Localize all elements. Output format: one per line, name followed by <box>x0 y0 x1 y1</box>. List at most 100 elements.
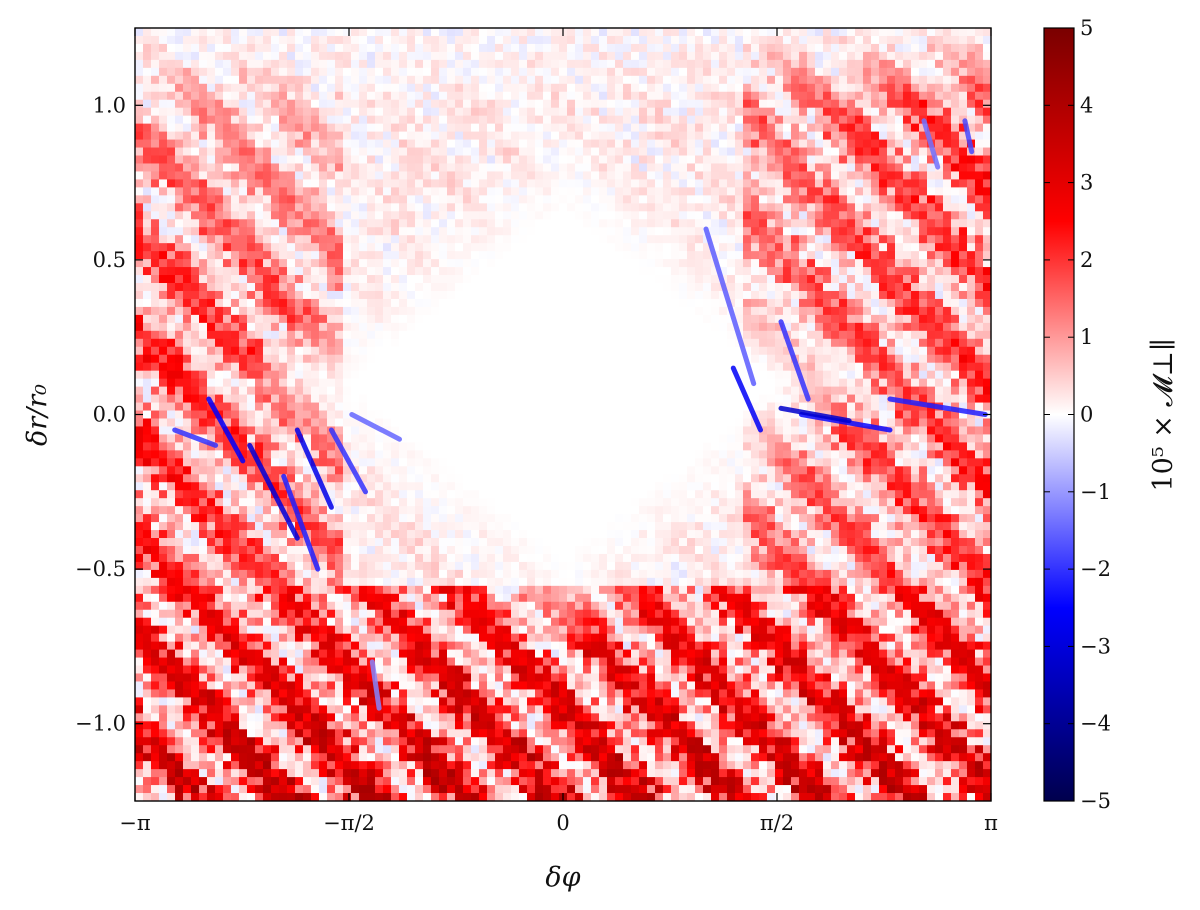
heatmap-cell <box>223 626 232 635</box>
heatmap-cell <box>375 498 384 507</box>
heatmap-cell <box>399 482 408 491</box>
heatmap-cell <box>447 442 456 451</box>
heatmap-cell <box>143 251 152 260</box>
heatmap-cell <box>327 235 336 244</box>
heatmap-cell <box>279 490 288 499</box>
heatmap-cell <box>231 570 240 579</box>
heatmap-cell <box>327 761 336 770</box>
heatmap-cell <box>159 562 168 571</box>
heatmap-cell <box>519 713 528 722</box>
heatmap-cell <box>511 602 520 611</box>
heatmap-cell <box>383 458 392 467</box>
heatmap-cell <box>327 108 336 117</box>
heatmap-cell <box>199 498 208 507</box>
heatmap-cell <box>319 538 328 547</box>
heatmap-cell <box>199 721 208 730</box>
heatmap-cell <box>135 538 144 547</box>
heatmap-cell <box>223 546 232 555</box>
heatmap-cell <box>495 355 504 364</box>
heatmap-cell <box>183 259 192 268</box>
heatmap-cell <box>271 379 280 388</box>
heatmap-cell <box>199 753 208 762</box>
heatmap-cell <box>303 379 312 388</box>
heatmap-cell <box>351 299 360 308</box>
heatmap-cell <box>247 339 256 348</box>
heatmap-cell <box>527 219 536 228</box>
heatmap-cell <box>471 658 480 667</box>
heatmap-cell <box>527 721 536 730</box>
heatmap-cell <box>479 355 488 364</box>
heatmap-cell <box>311 506 320 515</box>
heatmap-cell <box>527 626 536 635</box>
heatmap-cell <box>487 546 496 555</box>
heatmap-cell <box>335 219 344 228</box>
heatmap-cell <box>479 538 488 547</box>
heatmap-cell <box>271 156 280 165</box>
heatmap-cell <box>407 442 416 451</box>
heatmap-cell <box>471 498 480 507</box>
heatmap-cell <box>487 275 496 284</box>
heatmap-cell <box>423 673 432 682</box>
heatmap-cell <box>255 578 264 587</box>
heatmap-cell <box>335 546 344 555</box>
heatmap-cell <box>431 729 440 738</box>
heatmap-cell <box>327 371 336 380</box>
heatmap-cell <box>135 458 144 467</box>
heatmap-cell <box>303 418 312 427</box>
heatmap-cell <box>543 275 552 284</box>
heatmap-cell <box>519 729 528 738</box>
heatmap-cell <box>399 658 408 667</box>
heatmap-cell <box>207 490 216 499</box>
heatmap-cell <box>263 705 272 714</box>
heatmap-cell <box>311 291 320 300</box>
heatmap-cell <box>271 442 280 451</box>
heatmap-cell <box>175 227 184 236</box>
heatmap-cell <box>223 339 232 348</box>
heatmap-cell <box>439 251 448 260</box>
heatmap-cell <box>191 705 200 714</box>
heatmap-cell <box>519 546 528 555</box>
heatmap-cell <box>399 395 408 404</box>
heatmap-cell <box>135 132 144 141</box>
heatmap-cell <box>303 28 312 37</box>
heatmap-cell <box>511 737 520 746</box>
heatmap-cell <box>151 610 160 619</box>
heatmap-cell <box>303 195 312 204</box>
heatmap-cell <box>295 689 304 698</box>
heatmap-cell <box>367 275 376 284</box>
heatmap-cell <box>351 291 360 300</box>
heatmap-cell <box>263 514 272 523</box>
heatmap-cell <box>151 586 160 595</box>
heatmap-cell <box>255 371 264 380</box>
heatmap-cell <box>447 339 456 348</box>
heatmap-cell <box>423 466 432 475</box>
heatmap-cell <box>335 227 344 236</box>
heatmap-cell <box>183 626 192 635</box>
heatmap-cell <box>207 291 216 300</box>
heatmap-cell <box>407 729 416 738</box>
heatmap-cell <box>143 52 152 61</box>
heatmap-cell <box>319 458 328 467</box>
heatmap-cell <box>143 68 152 77</box>
heatmap-cell <box>359 92 368 101</box>
heatmap-cell <box>391 36 400 45</box>
heatmap-cell <box>343 618 352 627</box>
heatmap-cell <box>191 267 200 276</box>
heatmap-cell <box>487 323 496 332</box>
heatmap-cell <box>351 618 360 627</box>
heatmap-cell <box>319 291 328 300</box>
heatmap-cell <box>391 626 400 635</box>
heatmap-cell <box>231 251 240 260</box>
heatmap-cell <box>199 570 208 579</box>
heatmap-cell <box>303 291 312 300</box>
heatmap-cell <box>319 578 328 587</box>
heatmap-cell <box>511 626 520 635</box>
heatmap-cell <box>487 315 496 324</box>
heatmap-cell <box>231 642 240 651</box>
heatmap-cell <box>191 602 200 611</box>
heatmap-cell <box>263 769 272 778</box>
heatmap-cell <box>543 227 552 236</box>
heatmap-cell <box>135 140 144 149</box>
heatmap-cell <box>479 171 488 180</box>
heatmap-cell <box>439 187 448 196</box>
